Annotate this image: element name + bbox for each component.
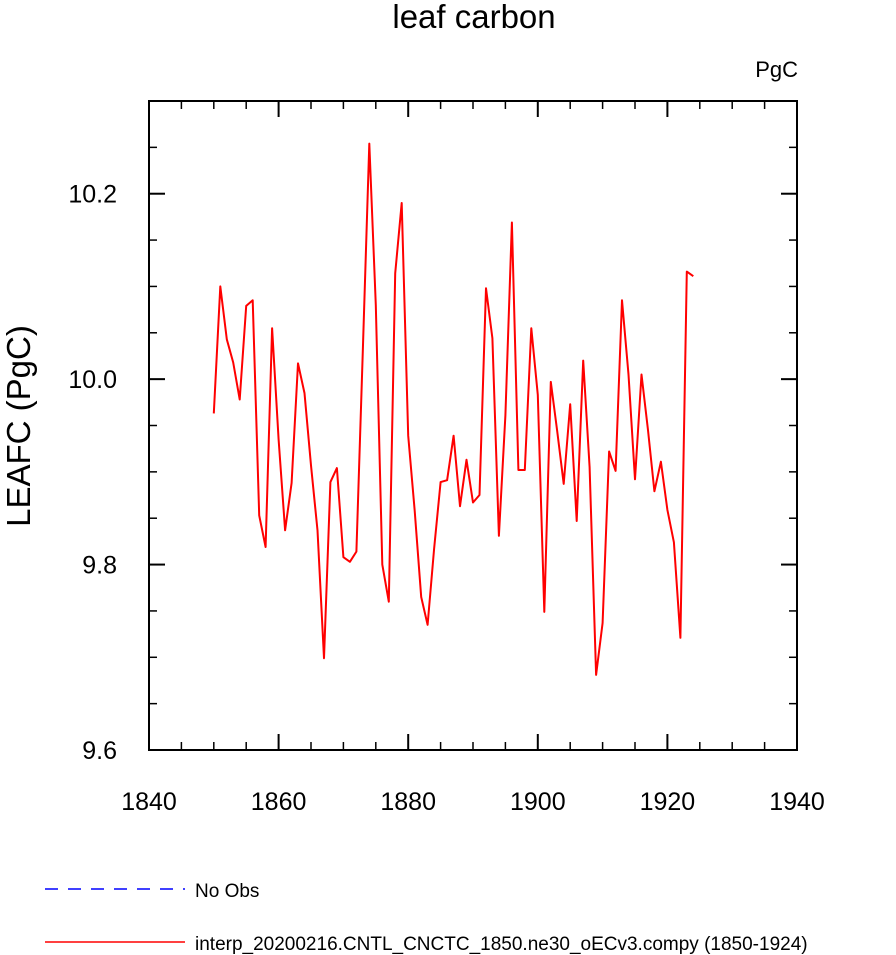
y-tick-label: 10.2 <box>68 181 117 209</box>
plot-frame <box>148 100 798 751</box>
series-lines <box>212 142 694 676</box>
x-tick-label: 1840 <box>121 788 177 816</box>
legend-label-no-obs: No Obs <box>195 881 259 902</box>
y-tick-label: 9.8 <box>82 552 117 580</box>
y-tick-label: 10.0 <box>68 366 117 394</box>
x-tick-label: 1860 <box>251 788 307 816</box>
legend-label-model: interp_20200216.CNTL_CNCTC_1850.ne30_oEC… <box>195 934 808 955</box>
x-tick-label: 1880 <box>380 788 436 816</box>
y-tick-label: 9.6 <box>82 737 117 765</box>
y-axis-label: LEAFC (PgC) <box>0 325 37 527</box>
x-tick-labels: 1840 1860 1880 1900 1920 1940 <box>121 788 825 816</box>
x-tick-label: 1900 <box>510 788 566 816</box>
x-tick-label: 1920 <box>640 788 696 816</box>
axis-ticks <box>148 101 798 751</box>
units-label: PgC <box>755 57 798 82</box>
x-tick-label: 1940 <box>769 788 825 816</box>
legend: No Obs interp_20200216.CNTL_CNCTC_1850.n… <box>45 881 808 955</box>
chart-title: leaf carbon <box>392 0 555 35</box>
y-tick-labels: 9.6 9.8 10.0 10.2 <box>68 181 117 765</box>
series-line-1 <box>212 142 694 676</box>
